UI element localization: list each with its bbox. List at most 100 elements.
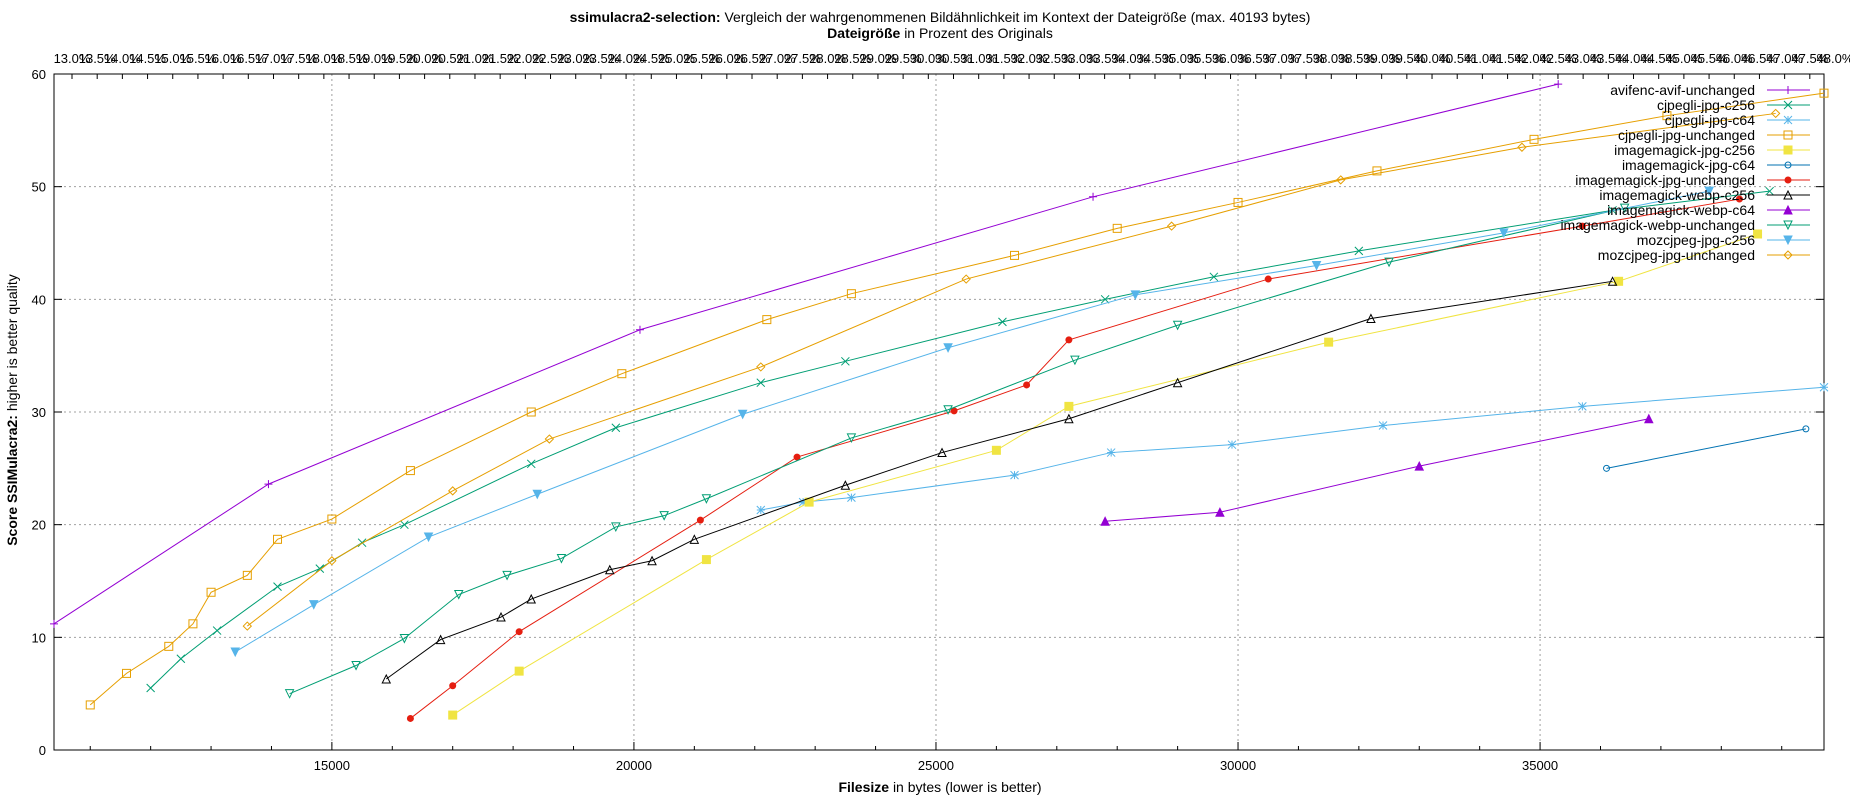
- series-line: [150, 190, 1770, 689]
- x-marker: [841, 356, 850, 366]
- legend-item: imagemagick-webp-c64: [1607, 202, 1810, 218]
- data-point: [1233, 197, 1243, 207]
- data-point: [315, 564, 325, 573]
- data-point: [399, 633, 410, 644]
- legend-item: imagemagick-webp-c256: [1599, 187, 1810, 203]
- data-point: [846, 433, 857, 444]
- triangle-down-marker: [1070, 355, 1080, 366]
- top-tick-label: 28.5%: [834, 51, 871, 66]
- top-tick-label: 33.0%: [1061, 51, 1098, 66]
- data-point: [1783, 130, 1793, 140]
- data-point: [327, 514, 337, 524]
- legend-label: mozcjpeg-jpg-c256: [1637, 232, 1755, 248]
- square-marker: [846, 289, 856, 299]
- legend-item: avifenc-avif-unchanged: [1610, 82, 1810, 98]
- x-marker: [756, 378, 766, 388]
- data-point: [659, 511, 669, 521]
- top-tick-label: 30.0%: [910, 51, 947, 66]
- data-point: [1704, 186, 1715, 197]
- data-point: [405, 466, 415, 476]
- plus-marker: [635, 325, 644, 334]
- data-point: [647, 555, 657, 566]
- legend-item: mozcjpeg-jpg-c256: [1637, 232, 1810, 248]
- data-point: [1607, 276, 1618, 286]
- triangle-marker: [689, 534, 700, 544]
- series-imagemagick-webp-c64: [1100, 413, 1654, 526]
- data-point: [406, 714, 414, 722]
- x-tick-label: 15000: [314, 758, 350, 773]
- circle-marker: [1603, 464, 1611, 472]
- data-point: [1354, 246, 1364, 256]
- circle-marker: [1784, 161, 1792, 169]
- x-marker: [212, 626, 222, 635]
- x-marker: [400, 520, 409, 530]
- top-tick-label: 14.5%: [129, 51, 166, 66]
- top-tick-label: 37.5%: [1288, 51, 1325, 66]
- data-point: [526, 593, 537, 604]
- legend-label: cjpegli-jpg-c256: [1657, 97, 1755, 113]
- top-tick-label: 42.0%: [1514, 51, 1551, 66]
- x-marker: [998, 317, 1007, 327]
- data-point: [1070, 355, 1080, 366]
- data-point: [1100, 516, 1110, 526]
- data-point: [1366, 313, 1376, 323]
- data-point: [1089, 192, 1098, 201]
- top-tick-label: 44.5%: [1640, 51, 1677, 66]
- top-tick-label: 28.0%: [809, 51, 846, 66]
- legend-item: imagemagick-webp-unchanged: [1560, 217, 1810, 233]
- triangle-marker: [1783, 189, 1793, 200]
- y-axis-label: Score SSIMulacra2: higher is better qual…: [4, 274, 20, 546]
- triangle-marker: [496, 611, 506, 622]
- data-point: [991, 445, 1001, 455]
- data-point: [447, 486, 458, 496]
- top-tick-label: 32.5%: [1036, 51, 1073, 66]
- data-point: [502, 570, 512, 581]
- top-tick-label: 46.5%: [1741, 51, 1778, 66]
- x-marker: [611, 423, 621, 433]
- data-point: [284, 689, 295, 699]
- top-tick-label: 27.0%: [759, 51, 796, 66]
- diamond-marker: [961, 274, 971, 284]
- data-point: [998, 317, 1007, 327]
- top-tick-label: 17.0%: [255, 51, 292, 66]
- data-point: [1753, 229, 1763, 239]
- data-point: [526, 407, 536, 417]
- data-point: [1578, 402, 1587, 411]
- star-marker: [1378, 421, 1388, 430]
- data-point: [701, 555, 711, 565]
- chart-title-bold: ssimulacra2-selection:: [570, 9, 721, 25]
- data-point: [696, 516, 704, 524]
- triangle-down-filled-marker: [1783, 235, 1793, 246]
- legend-label: imagemagick-jpg-c256: [1614, 142, 1755, 158]
- series-cjpegli-jpg-c64: [756, 382, 1829, 515]
- top-tick-label: 15.0%: [154, 51, 191, 66]
- top-tick-label: 23.5%: [582, 51, 619, 66]
- data-point: [242, 621, 253, 631]
- series-line: [234, 190, 1710, 653]
- data-point: [264, 480, 273, 489]
- series-line: [1606, 428, 1806, 469]
- plus-marker: [1784, 86, 1792, 94]
- data-point: [556, 553, 567, 564]
- top-tick-label: 38.5%: [1338, 51, 1375, 66]
- top-tick-label: 29.0%: [860, 51, 897, 66]
- circle-filled-marker: [1065, 336, 1073, 344]
- data-point: [351, 661, 361, 671]
- data-point: [1112, 223, 1122, 233]
- top-tick-label: 47.5%: [1791, 51, 1828, 66]
- data-point: [188, 619, 198, 629]
- triangle-down-filled-marker: [230, 647, 241, 658]
- data-point: [1215, 507, 1225, 517]
- data-point: [798, 497, 808, 507]
- series-mozcjpeg-jpg-unchanged: [242, 108, 1781, 631]
- data-point: [1517, 142, 1527, 152]
- plus-marker: [264, 480, 273, 489]
- legend-label: imagemagick-jpg-c64: [1622, 157, 1755, 173]
- diamond-marker: [1336, 175, 1346, 185]
- series-imagemagick-webp-unchanged: [284, 203, 1630, 699]
- data-point: [1499, 228, 1509, 238]
- triangle-filled-marker: [1783, 204, 1793, 215]
- series-line: [452, 233, 1758, 716]
- data-point: [308, 600, 319, 610]
- data-point: [1783, 250, 1793, 260]
